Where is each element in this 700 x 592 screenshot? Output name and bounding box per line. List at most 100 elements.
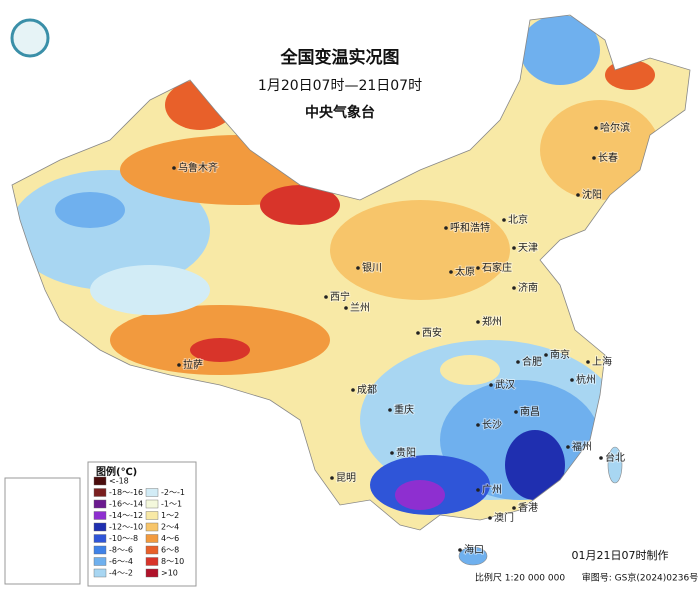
legend-label: 1～2 (161, 511, 179, 520)
city-dot (516, 360, 520, 364)
inset-map (4, 477, 81, 585)
logo (10, 18, 50, 58)
field-cold (55, 192, 125, 228)
title: 全国变温实况图 (280, 47, 400, 68)
field-warm (260, 185, 340, 225)
legend-label: 6～8 (161, 546, 179, 555)
city-dot (514, 410, 518, 414)
city-label: 长春 (598, 152, 618, 164)
legend-swatch (93, 511, 107, 520)
city-dot (586, 360, 590, 364)
city-dot (351, 388, 355, 392)
field-warm (190, 338, 250, 362)
city-dot (458, 548, 462, 552)
legend-label: -10～-8 (109, 534, 138, 543)
city-dot (356, 266, 360, 270)
legend-swatch (145, 499, 159, 509)
city-label: 呼和浩特 (450, 222, 490, 234)
legend-label: <-18 (109, 477, 129, 486)
legend-label: -2～-1 (161, 488, 185, 497)
legend-swatch (145, 534, 159, 543)
city-label: 贵阳 (396, 446, 416, 459)
city-label: 杭州 (576, 373, 596, 386)
city-label: 哈尔滨 (600, 121, 630, 134)
city-label: 成都 (357, 384, 377, 396)
field-cold (12, 170, 210, 290)
city-label: 昆明 (336, 472, 356, 484)
city-dot (324, 295, 328, 299)
city-label: 银川 (362, 261, 382, 274)
legend-swatch (145, 557, 159, 566)
legend-label: -1～1 (161, 500, 182, 509)
subtitle: 1月20日07时—21日07时 (258, 78, 422, 94)
legend-title: 图例(℃) (96, 465, 137, 478)
city-label: 南昌 (520, 405, 540, 418)
legend-swatch (93, 476, 107, 486)
legend-swatch (145, 511, 159, 520)
field-cold (90, 265, 210, 315)
city-dot (172, 166, 176, 170)
city-dot (344, 306, 348, 310)
legend-label: 8～10 (161, 557, 184, 566)
city-dot (512, 246, 516, 250)
city-dot (576, 193, 580, 197)
taiwan (607, 446, 623, 484)
organization: 中央气象台 (305, 104, 375, 121)
legend-label: >10 (161, 569, 178, 578)
legend-swatch (145, 522, 159, 532)
city-dot (330, 476, 334, 480)
scale: 比例尺 1:20 000 000 (475, 572, 565, 584)
city-dot (444, 226, 448, 230)
city-label: 南京 (550, 348, 570, 361)
city-dot (592, 156, 596, 160)
city-dot (488, 516, 492, 520)
legend-label: -8～-6 (109, 546, 133, 555)
legend-swatch (93, 488, 107, 497)
legend-items: <-18 -18～-16 -16～-14 -14～-12 -12～-10 -10～-8 -8… (93, 476, 185, 578)
legend-label: -12～-10 (109, 523, 143, 532)
city-label: 上海 (592, 355, 612, 368)
legend-swatch (145, 545, 159, 555)
legend-swatch (145, 568, 159, 578)
city-label: 济南 (518, 281, 538, 294)
city-label: 海口 (464, 543, 484, 556)
city-label: 福州 (572, 440, 592, 453)
city-dot (512, 506, 516, 510)
legend-label: 4～6 (161, 534, 179, 543)
city-dot (476, 423, 480, 427)
city-label: 沈阳 (582, 188, 602, 201)
city-dot (416, 331, 420, 335)
legend-label: -4～-2 (109, 569, 133, 578)
legend-swatch (93, 499, 107, 509)
city-dot (489, 383, 493, 387)
city-label: 重庆 (394, 403, 414, 416)
hainan (458, 546, 488, 566)
city-dot (388, 408, 392, 412)
city-dot (570, 378, 574, 382)
city-dot (599, 456, 603, 460)
legend-label: -6～-4 (109, 557, 133, 566)
city-label: 太原 (455, 265, 475, 278)
city-dot (476, 488, 480, 492)
city-label: 台北 (605, 451, 625, 464)
city-dot (594, 126, 598, 130)
city-dot (177, 363, 181, 367)
city-label: 澳门 (494, 511, 514, 524)
made-time: 01月21日07时制作 (572, 549, 669, 562)
field-cold (505, 430, 565, 500)
legend-label: -16～-14 (109, 500, 143, 509)
city-label: 西宁 (330, 290, 350, 303)
legend-swatch (93, 557, 107, 566)
city-label: 广州 (482, 484, 502, 496)
city-label: 拉萨 (183, 358, 203, 371)
city-label: 乌鲁木齐 (178, 161, 218, 174)
city-label: 郑州 (482, 315, 502, 328)
legend-swatch (93, 568, 107, 578)
field-cold (395, 480, 445, 510)
city-dot (390, 451, 394, 455)
city-label: 兰州 (350, 301, 370, 314)
legend-swatch (93, 522, 107, 532)
legend-swatch (145, 488, 159, 497)
city-label: 武汉 (495, 378, 515, 391)
